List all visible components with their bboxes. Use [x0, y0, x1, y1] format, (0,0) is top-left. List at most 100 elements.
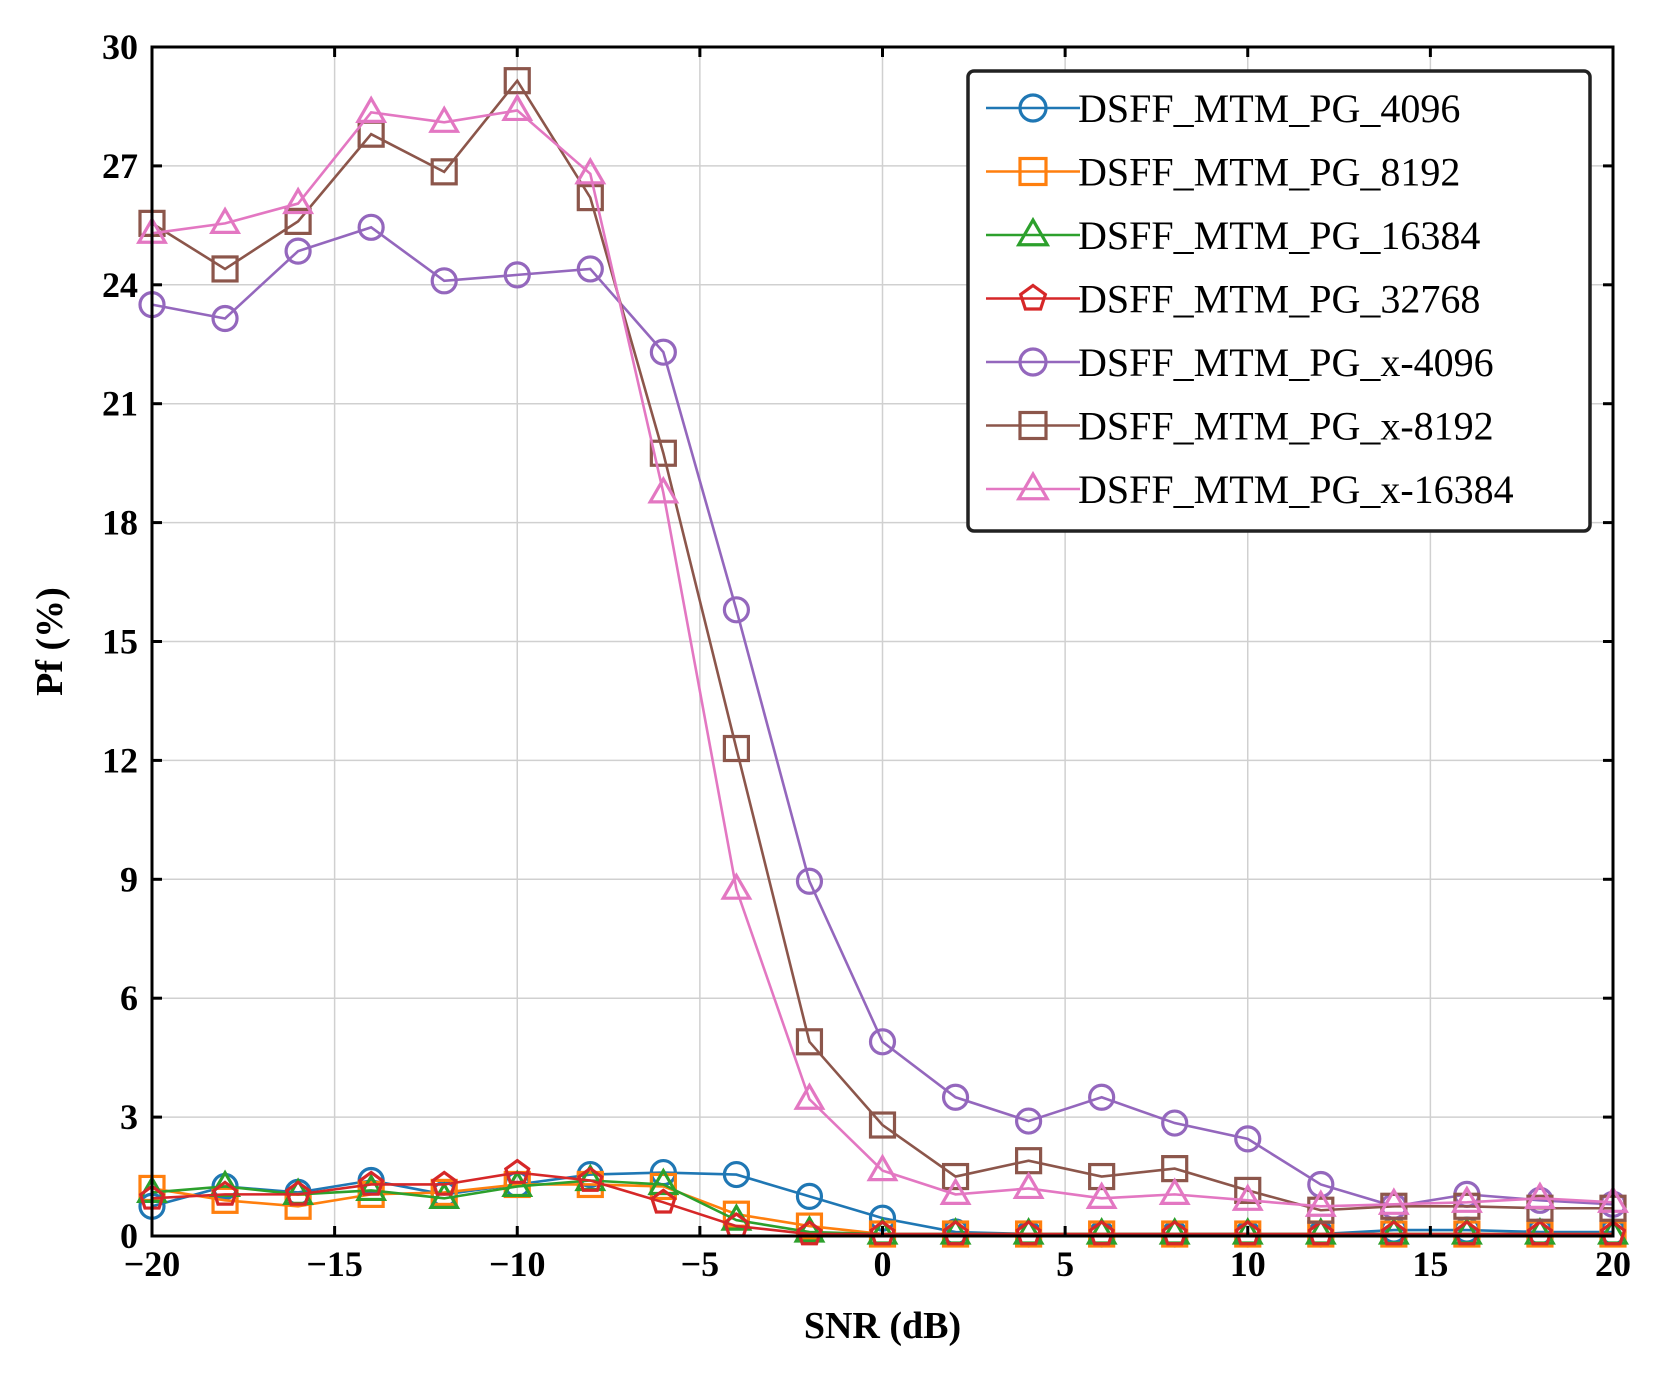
legend: DSFF_MTM_PG_4096 DSFF_MTM_PG_8192 DSFF_MTM…: [966, 69, 1592, 533]
data-point: [576, 255, 604, 283]
data-point: [211, 304, 239, 333]
data-point: [576, 184, 604, 212]
data-point: [649, 338, 677, 366]
data-point: [795, 1182, 824, 1210]
legend-item: DSFF_MTM_PG_16384: [986, 213, 1480, 258]
y-tick-label: 6: [120, 978, 138, 1018]
y-tick-label: 9: [120, 859, 138, 899]
data-point: [211, 255, 239, 283]
legend-label: DSFF_MTM_PG_32768: [1078, 277, 1480, 322]
data-point: [649, 1172, 677, 1201]
data-point: [1307, 1170, 1335, 1199]
data-point: [796, 1220, 823, 1246]
axis-ticks: [150, 45, 1615, 1238]
legend-item: DSFF_MTM_PG_4096: [986, 86, 1460, 131]
data-point: [942, 1220, 969, 1246]
data-point: [793, 1082, 826, 1110]
data-point: [939, 1177, 972, 1205]
legend-label: DSFF_MTM_PG_4096: [1078, 86, 1460, 131]
data-point: [577, 1166, 604, 1192]
tick-labels: −20 −15 −10 −5 0 5 10 15 20 0 3 6 9 12 15 18 21 24 27 30: [102, 27, 1631, 1284]
data-point: [428, 105, 461, 133]
data-point: [1234, 1176, 1262, 1205]
data-point: [1234, 1220, 1262, 1246]
data-point: [793, 1215, 826, 1243]
data-point: [720, 872, 753, 900]
data-point: [1088, 1220, 1115, 1246]
x-axis-title: SNR (dB): [804, 1305, 961, 1347]
data-point: [1014, 1107, 1043, 1135]
x-tick-label: −15: [306, 1244, 363, 1284]
legend-box: [966, 69, 1592, 533]
series-DSFF_MTM_PG_x-8192: [138, 67, 1627, 1224]
data-point: [1453, 1220, 1481, 1246]
data-point: [1380, 1220, 1408, 1246]
y-tick-label: 27: [102, 146, 138, 186]
data-point: [282, 186, 315, 215]
data-point: [284, 237, 312, 265]
data-point: [1380, 1192, 1408, 1220]
x-tick-label: −20: [124, 1244, 181, 1284]
data-point: [503, 67, 531, 95]
data-point: [1231, 1183, 1264, 1211]
x-tick-label: 5: [1056, 1244, 1074, 1284]
data-point: [1161, 1109, 1189, 1137]
data-point: [1377, 1187, 1410, 1215]
data-point: [284, 207, 312, 235]
legend-item: DSFF_MTM_PG_8192: [986, 150, 1460, 195]
data-point: [1085, 1181, 1118, 1209]
legend-label: DSFF_MTM_PG_x-8192: [1078, 404, 1494, 449]
series-DSFF_MTM_PG_x-16384: [136, 93, 1629, 1217]
data-point: [1526, 1220, 1554, 1246]
data-point: [866, 1153, 899, 1182]
x-tick-label: −5: [681, 1244, 720, 1284]
series-line: [151, 78, 1613, 1212]
y-tick-label: 3: [120, 1097, 138, 1137]
legend-label: DSFF_MTM_PG_x-4096: [1078, 340, 1494, 385]
data-point: [647, 475, 680, 504]
legend-marker: [1015, 470, 1051, 501]
data-point: [355, 1173, 388, 1202]
y-tick-label: 21: [102, 384, 138, 424]
data-point: [1012, 1171, 1045, 1200]
legend-marker: [1015, 216, 1051, 247]
data-point: [357, 213, 385, 241]
data-point: [868, 1028, 897, 1056]
data-point: [795, 1028, 824, 1056]
legend-label: DSFF_MTM_PG_8192: [1078, 150, 1460, 195]
data-point: [795, 1212, 824, 1240]
data-point: [722, 734, 751, 763]
data-point: [869, 1220, 896, 1246]
data-point: [1161, 1220, 1188, 1246]
data-point: [1599, 1220, 1627, 1246]
data-point: [1088, 1162, 1116, 1191]
legend-item: DSFF_MTM_PG_x-16384: [986, 467, 1514, 512]
y-tick-label: 18: [102, 503, 138, 543]
data-point: [209, 206, 242, 234]
data-point: [574, 156, 607, 185]
legend-label: DSFF_MTM_PG_16384: [1078, 213, 1480, 258]
data-point: [722, 1160, 751, 1189]
data-point: [795, 867, 824, 895]
data-point: [1158, 1177, 1191, 1205]
data-point: [501, 93, 534, 122]
data-point: [1307, 1220, 1335, 1246]
y-tick-label: 15: [102, 622, 138, 662]
legend-marker: [1018, 347, 1048, 377]
data-point: [647, 1167, 680, 1196]
y-tick-label: 24: [102, 265, 138, 305]
data-point: [941, 1162, 970, 1191]
x-tick-label: 20: [1595, 1244, 1631, 1284]
data-point: [211, 1186, 239, 1214]
legend-item: DSFF_MTM_PG_x-4096: [986, 340, 1494, 385]
data-point: [1015, 1220, 1042, 1246]
series-line: [151, 225, 1614, 1208]
x-tick-label: 10: [1230, 1244, 1266, 1284]
data-point: [1304, 1189, 1337, 1217]
series-DSFF_MTM_PG_x-4096: [138, 213, 1627, 1220]
data-point: [430, 158, 458, 186]
legend-marker: [1018, 93, 1048, 123]
data-point: [722, 596, 751, 624]
data-point: [503, 261, 531, 289]
data-point: [357, 1170, 385, 1196]
